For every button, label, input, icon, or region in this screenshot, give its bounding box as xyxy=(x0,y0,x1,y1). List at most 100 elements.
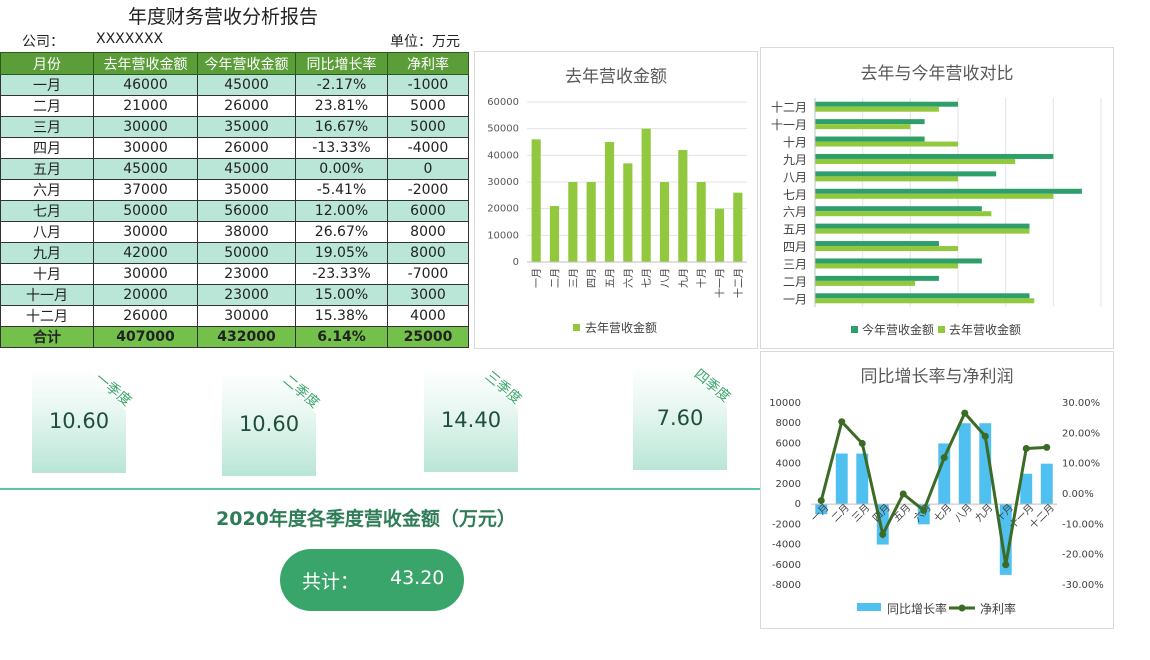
bar-last-year xyxy=(815,158,1016,164)
table-cell: 30000 xyxy=(93,137,198,159)
column-header: 净利率 xyxy=(387,52,469,75)
table-total-cell: 合计 xyxy=(0,326,94,348)
table-total-cell: 407000 xyxy=(93,326,198,348)
table-cell: 37000 xyxy=(93,179,198,201)
line-point xyxy=(879,530,887,538)
chart-title: 去年与今年营收对比 xyxy=(860,64,1014,84)
x-tick-label: 四月 xyxy=(586,268,598,288)
section-divider xyxy=(0,488,760,490)
column-header: 同比增长率 xyxy=(295,52,388,75)
y-tick-label: -4000 xyxy=(772,540,801,551)
bar xyxy=(815,504,828,515)
bar-last-year xyxy=(815,298,1035,304)
table-cell: -2000 xyxy=(387,179,469,201)
table-row: 十月 30000 23000 -23.33% -7000 xyxy=(0,263,469,285)
y-tick-label: 十一月 xyxy=(771,118,807,132)
bar-this-year xyxy=(815,153,1054,159)
series-line xyxy=(819,410,1047,566)
table-cell: 4000 xyxy=(387,305,469,327)
bar-last-year xyxy=(815,246,958,252)
table-total-cell: 25000 xyxy=(387,326,469,348)
company-label: 公司： xyxy=(22,34,64,50)
table-cell: 45000 xyxy=(93,158,198,180)
total-badge: 共计： 43.20 xyxy=(280,549,464,611)
bar xyxy=(549,206,560,262)
y2-tick-label: 30.00% xyxy=(1062,398,1100,409)
total-label: 共计： xyxy=(302,571,360,593)
bar xyxy=(659,182,670,262)
x-tick-label: 九月 xyxy=(678,268,690,288)
table-row: 六月 37000 35000 -5.41% -2000 xyxy=(0,179,469,201)
bar xyxy=(604,142,615,262)
table-cell: 46000 xyxy=(93,74,198,96)
table-row: 四月 30000 26000 -13.33% -4000 xyxy=(0,137,469,159)
line-point xyxy=(961,409,969,417)
table-cell: 5000 xyxy=(387,95,469,117)
y-tick-label: 20000 xyxy=(487,204,519,215)
company-value: XXXXXXX xyxy=(96,31,164,47)
x-tick-label: 七月 xyxy=(641,268,653,288)
legend-swatch xyxy=(857,603,881,611)
table-cell: 35000 xyxy=(197,116,296,138)
table-cell: 42000 xyxy=(93,242,198,264)
bar-this-year xyxy=(815,223,1030,229)
chart-panel-growth: 同比增长率与净利润 -8000 -6000 -4000 -2000 0 2000 4000 6… xyxy=(760,351,1114,629)
x-tick-label: 一月 xyxy=(531,268,543,288)
y-tick-label: 二月 xyxy=(783,275,807,289)
table-cell: 35000 xyxy=(197,179,296,201)
y-tick-label: -2000 xyxy=(772,519,801,530)
x-tick-label: 七月 xyxy=(932,502,955,525)
bar-this-year xyxy=(815,293,1030,299)
table-cell: 56000 xyxy=(197,200,296,222)
table-cell: -2.17% xyxy=(295,74,388,96)
table-row: 十一月 20000 23000 15.00% 3000 xyxy=(0,284,469,306)
y-tick-label: 九月 xyxy=(783,153,807,167)
y-tick-label: 10000 xyxy=(769,398,801,409)
y-tick-label: 40000 xyxy=(487,150,519,161)
bar-this-year xyxy=(815,258,982,264)
column-header: 今年营收金额 xyxy=(197,52,296,75)
bar-this-year xyxy=(815,188,1082,194)
y-tick-label: 4000 xyxy=(776,459,801,470)
bar-this-year xyxy=(815,241,939,247)
table-cell: 26000 xyxy=(93,305,198,327)
bar-last-year xyxy=(815,280,916,286)
line-point xyxy=(940,454,948,462)
table-cell: 5000 xyxy=(387,116,469,138)
line-point xyxy=(858,439,866,447)
table-cell: 五月 xyxy=(0,158,94,180)
table-row: 五月 45000 45000 0.00% 0 xyxy=(0,158,469,180)
line-point xyxy=(1043,443,1051,451)
legend-label: 今年营收金额 xyxy=(862,322,934,337)
x-tick-label: 五月 xyxy=(605,268,617,288)
chart-title: 同比增长率与净利润 xyxy=(860,367,1014,387)
table-cell: 0 xyxy=(387,158,469,180)
table-body: 一月 46000 45000 -2.17% -1000 二月 21000 26000 23.81… xyxy=(0,74,469,348)
y-tick-label: 八月 xyxy=(783,170,807,184)
y-tick-label: 0 xyxy=(513,257,519,268)
x-tick-label: 八月 xyxy=(660,268,672,288)
x-tick-label: 二月 xyxy=(550,268,562,288)
table-cell: 30000 xyxy=(93,221,198,243)
column-header: 月份 xyxy=(0,52,94,75)
x-tick-label: 三月 xyxy=(850,502,873,525)
table-cell: 一月 xyxy=(0,74,94,96)
table-cell: 3000 xyxy=(387,284,469,306)
legend-label: 去年营收金额 xyxy=(585,320,657,335)
table-row: 九月 42000 50000 19.05% 8000 xyxy=(0,242,469,264)
bar xyxy=(979,423,992,505)
table-cell: 50000 xyxy=(93,200,198,222)
bar xyxy=(714,208,725,262)
table-cell: 六月 xyxy=(0,179,94,201)
x-tick-label: 十一月 xyxy=(714,268,727,298)
y-tick-label: 七月 xyxy=(783,188,807,202)
x-tick-label: 九月 xyxy=(973,502,996,525)
table-cell: -23.33% xyxy=(295,263,388,285)
table-cell: 20000 xyxy=(93,284,198,306)
bar-last-year xyxy=(815,106,939,112)
y-tick-label: 50000 xyxy=(487,124,519,135)
table-row: 八月 30000 38000 26.67% 8000 xyxy=(0,221,469,243)
legend-swatch xyxy=(938,326,945,333)
x-tick-label: 二月 xyxy=(829,502,852,525)
x-tick-label: 三月 xyxy=(568,268,580,288)
